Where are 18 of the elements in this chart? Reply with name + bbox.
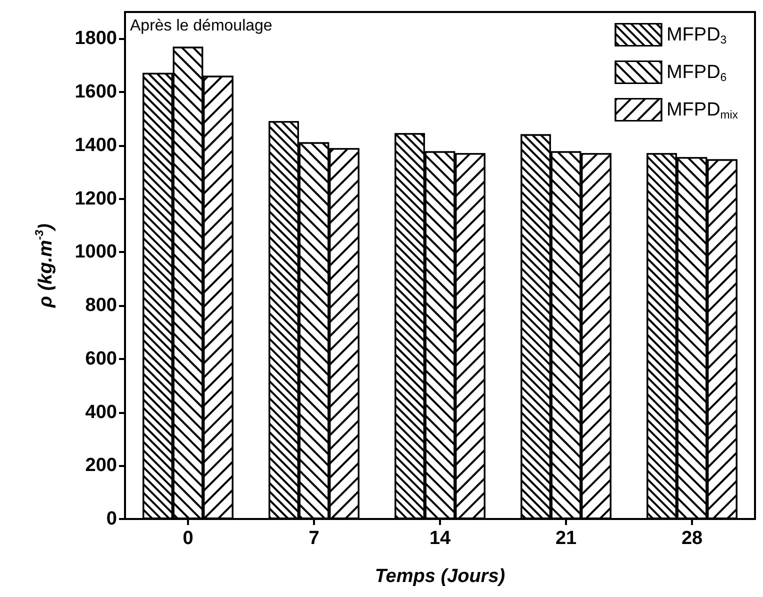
y-tick-label: 1000: [74, 242, 117, 263]
x-tick-label: 7: [308, 528, 320, 549]
x-tick-label: 28: [681, 528, 703, 549]
y-tick-label: 200: [85, 455, 117, 476]
y-tick-label: 800: [85, 295, 117, 316]
y-tick-label: 1800: [74, 28, 117, 50]
y-tick-label: 400: [85, 402, 117, 423]
x-tick-label: 0: [182, 528, 194, 549]
y-tick-label: 600: [85, 348, 117, 370]
x-tick-label: 14: [429, 528, 451, 549]
x-axis-title: Temps (Jours): [374, 566, 506, 587]
y-tick-label: 1600: [74, 82, 117, 103]
y-tick-label: 0: [106, 508, 117, 530]
y-axis-title: ρ (kg.m-3): [34, 224, 56, 308]
y-tick-label: 1200: [74, 188, 117, 210]
x-tick-label: 21: [555, 528, 577, 549]
annotation: Après le démoulage: [130, 18, 272, 34]
y-tick-label: 1400: [74, 134, 117, 156]
